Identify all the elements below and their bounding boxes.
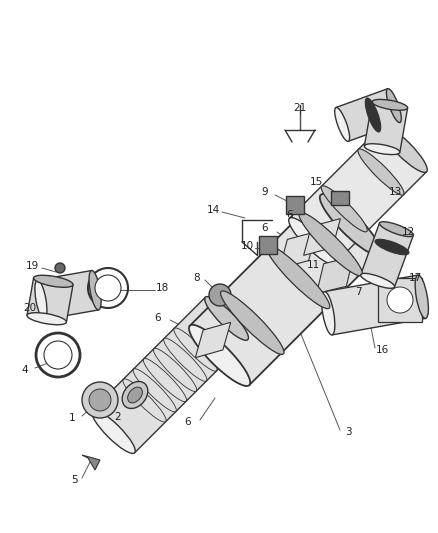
Polygon shape (195, 322, 231, 358)
Ellipse shape (372, 100, 408, 110)
Ellipse shape (221, 291, 284, 354)
Bar (378, 278, 422, 322)
Text: 11: 11 (306, 260, 320, 270)
Text: 6: 6 (287, 210, 293, 220)
Polygon shape (82, 455, 100, 470)
Polygon shape (279, 232, 316, 269)
Ellipse shape (189, 325, 250, 386)
Polygon shape (364, 102, 408, 152)
Ellipse shape (205, 296, 248, 340)
Ellipse shape (360, 273, 395, 288)
Text: 8: 8 (194, 273, 200, 283)
Text: 19: 19 (25, 261, 39, 271)
Ellipse shape (95, 275, 121, 301)
Text: 20: 20 (24, 303, 36, 313)
Ellipse shape (299, 213, 363, 276)
Bar (286, 196, 304, 214)
Ellipse shape (386, 88, 401, 123)
Polygon shape (360, 223, 413, 287)
Circle shape (44, 341, 72, 369)
Text: 10: 10 (240, 241, 254, 251)
Text: 15: 15 (309, 177, 323, 187)
Ellipse shape (381, 126, 427, 172)
Text: 6: 6 (185, 417, 191, 427)
Text: 18: 18 (155, 283, 169, 293)
Circle shape (209, 284, 231, 306)
Ellipse shape (365, 98, 381, 132)
Polygon shape (325, 275, 426, 335)
Text: 6: 6 (261, 223, 268, 233)
Text: 14: 14 (206, 205, 219, 215)
Polygon shape (336, 88, 400, 141)
Ellipse shape (35, 280, 47, 319)
Ellipse shape (89, 389, 111, 411)
Text: 12: 12 (401, 227, 415, 237)
Text: 5: 5 (72, 475, 78, 485)
Ellipse shape (82, 382, 118, 418)
Polygon shape (304, 219, 340, 255)
Text: 21: 21 (293, 103, 307, 113)
Polygon shape (37, 271, 99, 319)
Ellipse shape (321, 185, 367, 232)
Polygon shape (92, 297, 248, 453)
Ellipse shape (34, 275, 73, 287)
Text: 4: 4 (22, 365, 28, 375)
Circle shape (55, 263, 65, 273)
Ellipse shape (89, 271, 101, 310)
Text: 9: 9 (261, 187, 268, 197)
Ellipse shape (379, 222, 413, 237)
Ellipse shape (289, 217, 336, 264)
Ellipse shape (122, 382, 148, 408)
Ellipse shape (335, 108, 350, 141)
Ellipse shape (321, 292, 335, 335)
Bar (331, 191, 349, 205)
Polygon shape (317, 256, 353, 293)
Text: 2: 2 (115, 412, 121, 422)
Ellipse shape (415, 275, 428, 318)
Polygon shape (27, 278, 73, 322)
Bar (259, 236, 277, 254)
Text: 17: 17 (408, 273, 422, 283)
Ellipse shape (320, 194, 381, 255)
Text: 7: 7 (355, 287, 361, 297)
Text: 1: 1 (69, 413, 75, 423)
Ellipse shape (358, 149, 404, 195)
Polygon shape (290, 126, 427, 264)
Ellipse shape (92, 410, 135, 454)
Ellipse shape (127, 387, 142, 403)
Ellipse shape (364, 144, 400, 155)
Polygon shape (190, 195, 380, 385)
Text: 16: 16 (375, 345, 389, 355)
Text: 13: 13 (389, 187, 402, 197)
Ellipse shape (27, 313, 67, 325)
Ellipse shape (375, 239, 409, 255)
Text: 3: 3 (345, 427, 351, 437)
Circle shape (387, 287, 413, 313)
Ellipse shape (266, 245, 330, 309)
Text: 6: 6 (155, 313, 161, 323)
